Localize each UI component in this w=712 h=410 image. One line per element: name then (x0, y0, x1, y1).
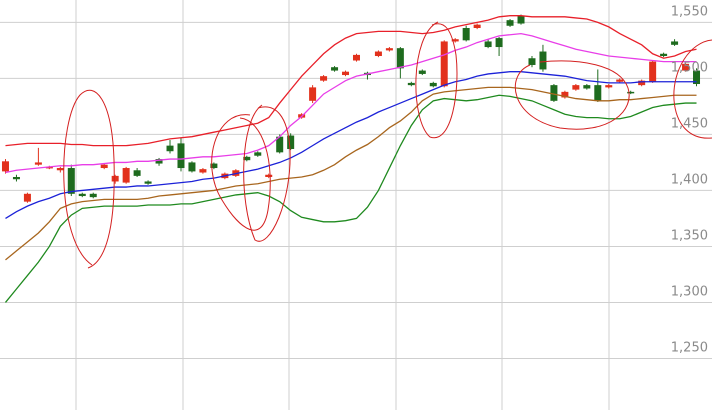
candle-body (100, 164, 108, 169)
candle-body (616, 79, 624, 82)
line-series (5, 32, 697, 174)
candle-body (561, 91, 569, 98)
candle-body (56, 168, 64, 171)
candle-body (166, 145, 174, 152)
y-tick-label: 1,550 (671, 4, 708, 19)
candle-body (67, 168, 75, 194)
hand-circle (243, 104, 291, 242)
candle-body (320, 76, 328, 81)
candle-body (385, 48, 393, 51)
candle-body (462, 28, 470, 41)
candle-body (506, 20, 514, 26)
candle-body (155, 159, 163, 164)
candle-body (473, 24, 481, 29)
candle-body (407, 82, 415, 86)
hand-circle (415, 21, 458, 139)
candle-body (682, 63, 690, 71)
candle-body (550, 85, 558, 101)
candle-body (484, 41, 492, 48)
hand-circle (673, 39, 712, 139)
line-series (5, 15, 697, 147)
candle-body (12, 176, 20, 180)
candle-body (528, 58, 536, 65)
plot (0, 14, 712, 359)
candle-body (374, 51, 382, 57)
candle-body (309, 87, 317, 101)
candle-body (429, 82, 437, 87)
candle-body (660, 53, 668, 57)
y-tick-label: 1,500 (671, 60, 708, 75)
candle-body (122, 168, 130, 183)
candle-body (638, 80, 646, 86)
candle-body (495, 38, 503, 48)
candle-body (693, 70, 701, 85)
candle-body (396, 48, 404, 69)
y-tick-label: 1,300 (671, 284, 708, 299)
y-tick-label: 1,350 (671, 228, 708, 243)
candle-body (451, 39, 459, 42)
candle-body (1, 161, 9, 172)
candle-body (418, 70, 426, 74)
candle-body (649, 61, 657, 82)
candle-body (45, 166, 53, 169)
candle-body (594, 85, 602, 101)
candle-body (331, 67, 339, 71)
candle-body (440, 41, 448, 87)
line-series (5, 86, 697, 261)
hand-circle (63, 89, 115, 269)
candle-body (627, 91, 635, 94)
candle-body (539, 51, 547, 70)
candle-body (265, 174, 273, 177)
y-tick-label: 1,450 (671, 116, 708, 131)
candle-body (133, 170, 141, 176)
candle-body (517, 15, 525, 24)
candle-body (23, 193, 31, 202)
candle-body (210, 163, 218, 169)
candle-body (78, 193, 86, 197)
candle-body (605, 85, 613, 88)
candle-body (188, 162, 196, 172)
candle-body (583, 85, 591, 89)
candle-body (111, 175, 119, 182)
candle-body (177, 143, 185, 169)
candle-body (144, 181, 152, 184)
candle-body (342, 71, 350, 76)
candle-body (276, 136, 284, 153)
candle-body (287, 135, 295, 149)
annotations (63, 21, 712, 269)
y-tick-label: 1,250 (671, 340, 708, 355)
hand-circle (211, 114, 271, 231)
candle-body (671, 41, 679, 45)
candle-body (572, 85, 580, 90)
candle-body (254, 152, 262, 156)
candle-body (89, 193, 97, 198)
hand-circle (514, 60, 630, 130)
line-series (5, 71, 697, 219)
line-series (4, 94, 697, 303)
candle-body (34, 162, 42, 165)
candle-body (243, 156, 251, 161)
candle-body (352, 54, 360, 61)
y-tick-label: 1,400 (671, 172, 708, 187)
candle-body (199, 169, 207, 173)
